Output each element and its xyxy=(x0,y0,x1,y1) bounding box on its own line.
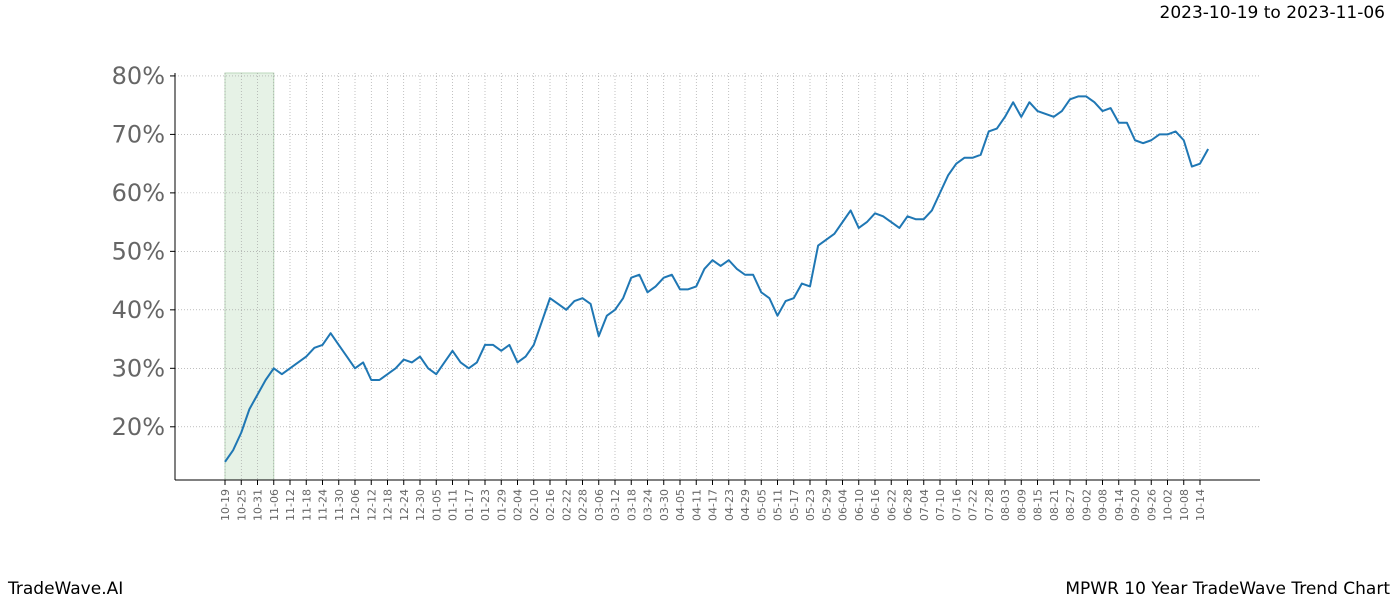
x-tick-label: 11-06 xyxy=(268,489,281,521)
x-tick-label: 12-06 xyxy=(349,489,362,521)
x-tick-label: 03-24 xyxy=(642,489,655,521)
x-tick-label: 05-29 xyxy=(820,489,833,521)
x-tick-label: 08-09 xyxy=(1015,489,1028,521)
x-tick-label: 03-18 xyxy=(625,489,638,521)
x-tick-label: 09-02 xyxy=(1080,489,1093,521)
x-tick-label: 07-04 xyxy=(918,489,931,521)
x-tick-label: 04-23 xyxy=(723,489,736,521)
x-tick-label: 08-03 xyxy=(999,489,1012,521)
x-tick-label: 10-31 xyxy=(252,489,265,521)
x-tick-label: 03-12 xyxy=(609,489,622,521)
x-tick-label: 11-12 xyxy=(284,489,297,521)
highlight-band xyxy=(224,72,275,481)
x-tick-label: 01-17 xyxy=(463,489,476,521)
x-tick-label: 10-19 xyxy=(219,489,232,521)
x-tick-label: 11-24 xyxy=(317,489,330,521)
x-tick-label: 06-28 xyxy=(902,489,915,521)
y-tick-label: 70% xyxy=(112,120,165,148)
y-tick-label: 40% xyxy=(112,296,165,324)
x-tick-label: 07-22 xyxy=(967,489,980,521)
brand: TradeWave.AI xyxy=(7,579,123,599)
chart-name: MPWR 10 Year TradeWave Trend Chart xyxy=(1065,579,1390,599)
x-tick-label: 08-27 xyxy=(1064,489,1077,521)
x-tick-label: 10-08 xyxy=(1178,489,1191,521)
date-range: 2023-10-19 to 2023-11-06 xyxy=(1160,3,1385,23)
x-tick-label: 04-11 xyxy=(690,489,703,521)
x-tick-label: 09-20 xyxy=(1129,489,1142,521)
x-tick-label: 01-05 xyxy=(430,489,443,521)
x-tick-label: 05-05 xyxy=(755,489,768,521)
x-tick-label: 09-26 xyxy=(1145,489,1158,521)
x-tick-label: 02-22 xyxy=(560,489,573,521)
x-tick-label: 05-23 xyxy=(804,489,817,521)
x-tick-label: 08-15 xyxy=(1032,489,1045,521)
x-tick-label: 12-24 xyxy=(398,489,411,521)
x-tick-label: 10-14 xyxy=(1194,489,1207,521)
x-tick-label: 12-30 xyxy=(414,489,427,521)
x-tick-label: 05-17 xyxy=(788,489,801,521)
x-tick-label: 03-06 xyxy=(593,489,606,521)
y-tick-label: 30% xyxy=(112,354,165,382)
x-tick-label: 07-28 xyxy=(983,489,996,521)
y-tick-label: 20% xyxy=(112,413,165,441)
x-tick-label: 11-30 xyxy=(333,489,346,521)
x-tick-label: 01-23 xyxy=(479,489,492,521)
x-tick-label: 06-16 xyxy=(869,489,882,521)
x-tick-label: 02-04 xyxy=(512,489,525,521)
x-tick-label: 04-29 xyxy=(739,489,752,521)
line xyxy=(224,95,1210,463)
x-tick-label: 08-21 xyxy=(1048,489,1061,521)
x-tick-label: 12-12 xyxy=(365,489,378,521)
x-tick-label: 10-02 xyxy=(1162,489,1175,521)
x-tick-label: 01-29 xyxy=(495,489,508,521)
y-tick-label: 60% xyxy=(112,179,165,207)
x-tick-label: 07-10 xyxy=(934,489,947,521)
x-tick-label: 07-16 xyxy=(950,489,963,521)
x-tick-label: 02-10 xyxy=(528,489,541,521)
x-tick-label: 02-28 xyxy=(577,489,590,521)
x-tick-label: 06-22 xyxy=(885,489,898,521)
x-tick-label: 01-11 xyxy=(447,489,460,521)
x-tick-label: 02-16 xyxy=(544,489,557,521)
y-tick-label: 80% xyxy=(112,62,165,90)
x-tick-label: 06-10 xyxy=(853,489,866,521)
x-tick-label: 03-30 xyxy=(658,489,671,521)
x-tick-label: 11-18 xyxy=(300,489,313,521)
x-tick-label: 04-05 xyxy=(674,489,687,521)
x-tick-label: 04-17 xyxy=(707,489,720,521)
x-tick-label: 09-14 xyxy=(1113,489,1126,521)
x-tick-label: 05-11 xyxy=(772,489,785,521)
x-tick-label: 09-08 xyxy=(1097,489,1110,521)
x-tick-label: 12-18 xyxy=(382,489,395,521)
x-tick-label: 10-25 xyxy=(235,489,248,521)
y-tick-label: 50% xyxy=(112,237,165,265)
x-tick-label: 06-04 xyxy=(837,489,850,521)
